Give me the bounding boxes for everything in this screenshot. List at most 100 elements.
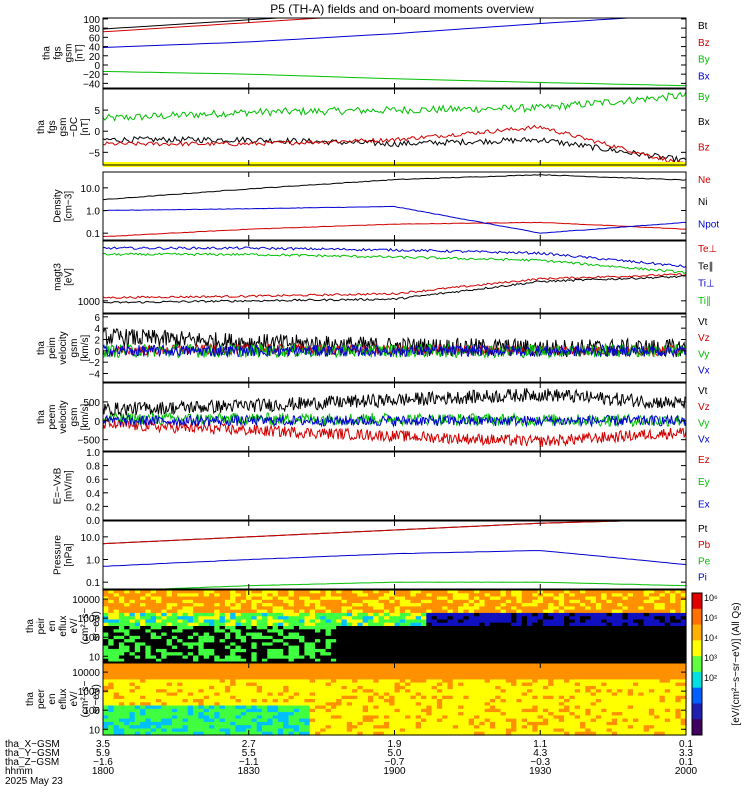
spectrogram-cell xyxy=(362,652,369,657)
spectrogram-cell xyxy=(262,699,268,703)
spectrogram-cell xyxy=(378,731,385,736)
spectrogram-cell xyxy=(452,603,459,607)
spectrogram-cell xyxy=(182,685,189,690)
spectrogram-cell xyxy=(277,705,284,710)
spectrogram-cell xyxy=(346,619,353,624)
spectrogram-cell xyxy=(166,728,173,733)
spectrogram-cell xyxy=(315,731,321,736)
spectrogram-cell xyxy=(198,718,205,723)
spectrogram-cell xyxy=(224,699,231,703)
spectrogram-cell xyxy=(447,669,454,674)
spectrogram-cell xyxy=(140,609,146,614)
spectrogram-cell xyxy=(383,652,390,657)
spectrogram-cell xyxy=(187,596,194,601)
spectrogram-cell xyxy=(330,626,337,630)
spectrogram-cell xyxy=(235,609,242,614)
spectrogram-cell xyxy=(103,603,109,607)
spectrogram-cell xyxy=(171,655,178,660)
spectrogram-cell xyxy=(548,645,555,650)
spectrogram-cell xyxy=(177,666,184,671)
spectrogram-cell xyxy=(680,645,687,650)
spectrogram-cell xyxy=(357,699,364,703)
spectrogram-cell xyxy=(617,603,623,607)
spectrogram-cell xyxy=(638,718,645,723)
spectrogram-cell xyxy=(145,599,152,604)
spectrogram-cell xyxy=(150,679,157,684)
spectrogram-cell xyxy=(511,676,517,680)
spectrogram-cell xyxy=(224,685,231,690)
spectrogram-cell xyxy=(134,632,141,637)
spectrogram-cell xyxy=(463,626,470,630)
spectrogram-cell xyxy=(198,712,205,716)
spectrogram-cell xyxy=(230,663,237,667)
spectrogram-cell xyxy=(357,639,364,643)
spectrogram-cell xyxy=(288,645,295,650)
y-tick-label: 10.0 xyxy=(81,184,101,195)
legend-item: Ti∥ xyxy=(698,296,711,307)
spectrogram-cell xyxy=(299,619,305,624)
spectrogram-cell xyxy=(659,616,666,621)
spectrogram-cell xyxy=(442,699,449,703)
spectrogram-cell xyxy=(209,629,215,634)
spectrogram-cell xyxy=(484,655,491,660)
spectrogram-cell xyxy=(235,676,242,680)
spectrogram-cell xyxy=(564,685,570,690)
spectrogram-cell xyxy=(500,632,507,637)
spectrogram-cell xyxy=(166,622,173,627)
spectrogram-cell xyxy=(495,652,502,657)
spectrogram-cell xyxy=(325,676,332,680)
spectrogram-cell xyxy=(166,705,173,710)
spectrogram-cell xyxy=(124,645,131,650)
spectrogram-cell xyxy=(129,682,136,687)
spectrogram-cell xyxy=(362,655,369,660)
spectrogram-cell xyxy=(145,622,152,627)
spectrogram-cell xyxy=(532,666,539,671)
spectrogram-cell xyxy=(140,695,146,700)
spectrogram-cell xyxy=(521,619,528,624)
spectrogram-cell xyxy=(235,666,242,671)
spectrogram-cell xyxy=(336,599,343,604)
spectrogram-cell xyxy=(140,718,146,723)
spectrogram-cell xyxy=(224,666,231,671)
spectrogram-cell xyxy=(601,619,608,624)
spectrogram-cell xyxy=(458,609,464,614)
spectrogram-cell xyxy=(452,596,459,601)
spectrogram-cell xyxy=(415,685,422,690)
spectrogram-cell xyxy=(564,695,570,700)
spectrogram-cell xyxy=(558,599,565,604)
spectrogram-cell xyxy=(262,612,268,617)
spectrogram-cell xyxy=(638,603,645,607)
spectrogram-cell xyxy=(421,590,427,594)
spectrogram-cell xyxy=(617,639,623,643)
spectrogram-cell xyxy=(352,632,358,637)
spectrogram-cell xyxy=(399,616,406,621)
spectrogram-cell xyxy=(680,642,687,647)
spectrogram-cell xyxy=(240,652,247,657)
spectrogram-cell xyxy=(219,635,226,640)
spectrogram-cell xyxy=(580,669,586,674)
spectrogram-cell xyxy=(627,682,634,687)
spectrogram-cell xyxy=(474,639,480,643)
spectrogram-cell xyxy=(484,702,491,707)
spectrogram-cell xyxy=(299,596,305,601)
spectrogram-cell xyxy=(299,648,305,653)
spectrogram-cell xyxy=(214,676,221,680)
spectrogram-cell xyxy=(389,599,396,604)
spectrogram-cell xyxy=(156,676,162,680)
spectrogram-cell xyxy=(224,682,231,687)
spectrogram-cell xyxy=(452,728,459,733)
spectrogram-cell xyxy=(426,626,433,630)
spectrogram-cell xyxy=(325,593,332,598)
spectrogram-cell xyxy=(330,708,337,713)
spectrogram-cell xyxy=(664,639,671,643)
spectrogram-cell xyxy=(426,708,433,713)
spectrogram-cell xyxy=(240,622,247,627)
spectrogram-cell xyxy=(447,593,454,598)
spectrogram-cell xyxy=(542,648,549,653)
spectrogram-cell xyxy=(368,590,374,594)
spectrogram-cell xyxy=(113,692,120,697)
spectrogram-cell xyxy=(129,685,136,690)
spectrogram-cell xyxy=(617,669,623,674)
spectrogram-cell xyxy=(680,655,687,660)
spectrogram-cell xyxy=(315,652,321,657)
